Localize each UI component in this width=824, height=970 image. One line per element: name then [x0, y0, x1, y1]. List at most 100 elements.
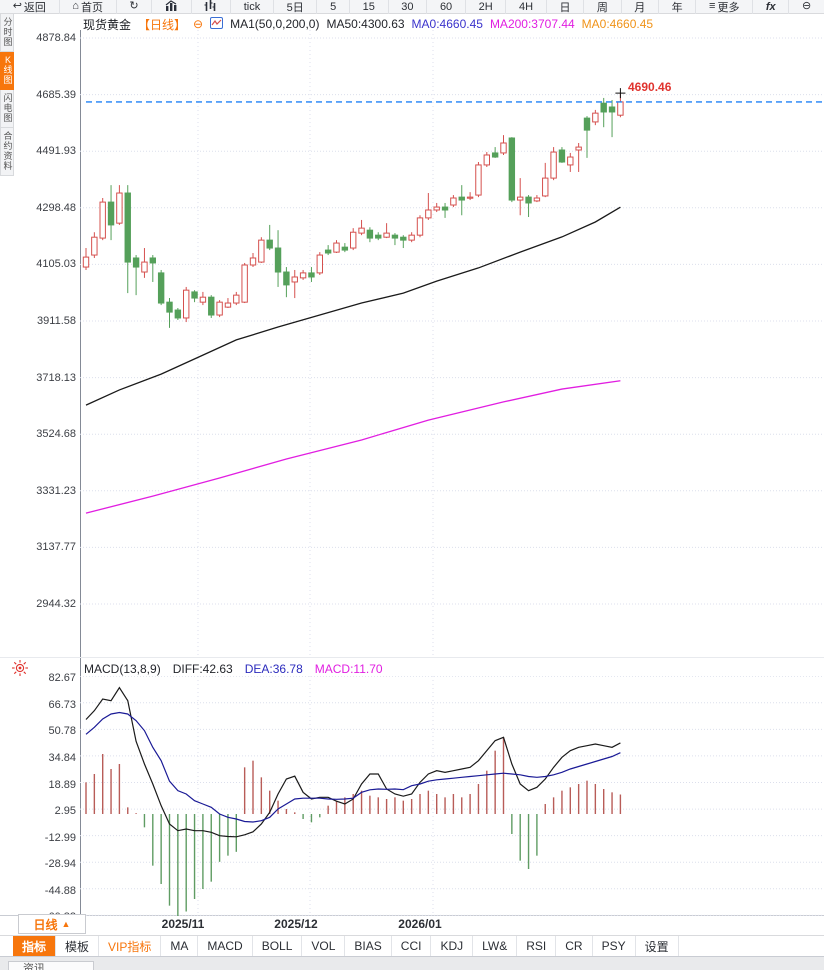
candle-body — [350, 231, 357, 249]
bottom-cut-tab[interactable]: 资讯 — [8, 961, 94, 970]
toolbar-zoom-out-icon[interactable]: ⊖ — [789, 0, 824, 14]
candle-body — [466, 196, 474, 199]
candle-body — [575, 146, 582, 151]
candle-body — [400, 236, 407, 241]
candle-body — [608, 106, 616, 113]
candle-body — [592, 112, 599, 123]
indicator-tab-设置[interactable]: 设置 — [636, 936, 679, 956]
price-tick-label: 4878.84 — [36, 32, 76, 44]
toolbar-item-2H[interactable]: 2H — [466, 0, 507, 14]
symbol-name: 现货黄金 — [83, 17, 132, 32]
chevron-up-icon: ▲ — [61, 919, 71, 929]
macd-tick-label: -12.99 — [44, 831, 76, 844]
macd-indicator-chart[interactable] — [80, 676, 824, 916]
toolbar-item-日[interactable]: 日 — [547, 0, 585, 14]
candle-body — [416, 217, 424, 236]
candle-body — [458, 196, 465, 201]
toolbar-chart-icon[interactable] — [152, 0, 192, 14]
ma200-line — [85, 380, 621, 514]
candle-body — [450, 197, 457, 206]
candle-body — [208, 296, 215, 316]
toolbar-item-5[interactable]: 5 — [317, 0, 350, 14]
indicator-tab-KDJ[interactable]: KDJ — [431, 936, 474, 956]
bottom-strip: 资讯 — [0, 957, 824, 970]
toolbar-refresh-icon[interactable]: ↻ — [117, 0, 153, 14]
price-candlestick-chart[interactable] — [80, 30, 824, 657]
ma-settings-icon[interactable] — [210, 16, 224, 32]
y-axis-line — [80, 30, 81, 915]
macd-tick-label: 50.78 — [48, 725, 76, 738]
candle-body — [491, 152, 499, 158]
candle-body — [508, 137, 516, 201]
indicator-tab-BIAS[interactable]: BIAS — [345, 936, 392, 956]
candle-body — [500, 142, 507, 154]
macd-header: MACD(13,8,9) DIFF:42.63 DEA:36.78 MACD:1… — [84, 662, 383, 676]
collapse-pane-icon[interactable]: ⊖ — [193, 17, 204, 31]
ma50-line — [85, 206, 621, 406]
toolbar-item-30[interactable]: 30 — [389, 0, 428, 14]
indicator-tab-RSI[interactable]: RSI — [517, 936, 557, 956]
toolbar-volume-icon[interactable] — [192, 0, 232, 14]
indicator-tab-VIP指标[interactable]: VIP指标 — [99, 936, 162, 956]
candle-body — [124, 192, 131, 263]
date-label: 2025/12 — [274, 917, 318, 931]
indicator-tab-指标[interactable]: 指标 — [13, 936, 57, 956]
candle-body — [116, 192, 123, 224]
date-label: 2025/11 — [161, 917, 205, 931]
toolbar-item-15[interactable]: 15 — [350, 0, 389, 14]
sidebar-tab-分时图[interactable]: 分时图 — [0, 14, 14, 52]
toolbar-item-周[interactable]: 周 — [584, 0, 622, 14]
indicator-settings-icon[interactable] — [11, 659, 29, 682]
candle-body — [567, 156, 574, 166]
candle-body — [324, 249, 332, 254]
indicator-tab-LW&[interactable]: LW& — [473, 936, 518, 956]
toolbar-item-tick[interactable]: tick — [231, 0, 274, 14]
candle-body — [224, 302, 232, 308]
toolbar-item-5日[interactable]: 5日 — [274, 0, 318, 14]
toolbar-item-年[interactable]: 年 — [659, 0, 697, 14]
toolbar-item-60[interactable]: 60 — [427, 0, 466, 14]
pane-divider — [0, 657, 824, 658]
sidebar-tab-闪电图[interactable]: 闪电图 — [0, 90, 14, 128]
indicator-tab-CCI[interactable]: CCI — [392, 936, 432, 956]
ma0-blue-value: MA0:4660.45 — [411, 17, 483, 31]
candle-body — [249, 257, 257, 266]
candle-body — [333, 242, 340, 253]
toolbar-home-icon[interactable]: ⌂ 首页 — [60, 0, 117, 14]
sidebar-tab-合约资料[interactable]: 合约资料 — [0, 128, 14, 176]
menu-icon: ≡ — [709, 0, 716, 12]
candle-body — [91, 236, 98, 256]
indicator-tab-CR[interactable]: CR — [556, 936, 593, 956]
macd-tick-label: 82.67 — [48, 672, 76, 685]
symbol-period: 【日线】 — [138, 17, 187, 32]
candle-body — [483, 154, 491, 166]
candle-body — [183, 289, 190, 319]
toolbar-item-月[interactable]: 月 — [622, 0, 659, 14]
indicator-tab-BOLL[interactable]: BOLL — [253, 936, 303, 956]
date-label: 2026/01 — [398, 917, 442, 931]
symbol-header: 现货黄金 【日线】 ⊖ MA1(50,0,200,0) MA50:4300.63… — [83, 16, 653, 32]
indicator-tab-MA[interactable]: MA — [161, 936, 199, 956]
toolbar-item-4H[interactable]: 4H — [506, 0, 547, 14]
candle-body — [191, 291, 198, 299]
toolbar-menu-icon[interactable]: ≡ 更多 — [696, 0, 754, 14]
indicator-tab-PSY[interactable]: PSY — [593, 936, 636, 956]
macd-tick-label: -28.94 — [44, 858, 76, 871]
zoom-out-icon: ⊖ — [802, 0, 812, 12]
toolbar-back-icon[interactable]: ↩ 返回 — [0, 0, 60, 14]
macd-tick-label: 2.95 — [54, 805, 76, 818]
indicator-tab-MACD[interactable]: MACD — [198, 936, 253, 956]
candle-body — [341, 246, 349, 251]
candle-body — [157, 272, 165, 304]
price-tick-label: 4298.48 — [36, 201, 76, 214]
indicator-tab-模板[interactable]: 模板 — [56, 936, 100, 956]
period-selector[interactable]: 日线 ▲ — [18, 914, 86, 934]
ma50-value: MA50:4300.63 — [326, 17, 405, 31]
toolbar-fx-icon[interactable]: fx — [753, 0, 790, 14]
indicator-tab-VOL[interactable]: VOL — [302, 936, 346, 956]
candle-body — [383, 232, 390, 238]
period-label: 日线 — [33, 917, 58, 932]
